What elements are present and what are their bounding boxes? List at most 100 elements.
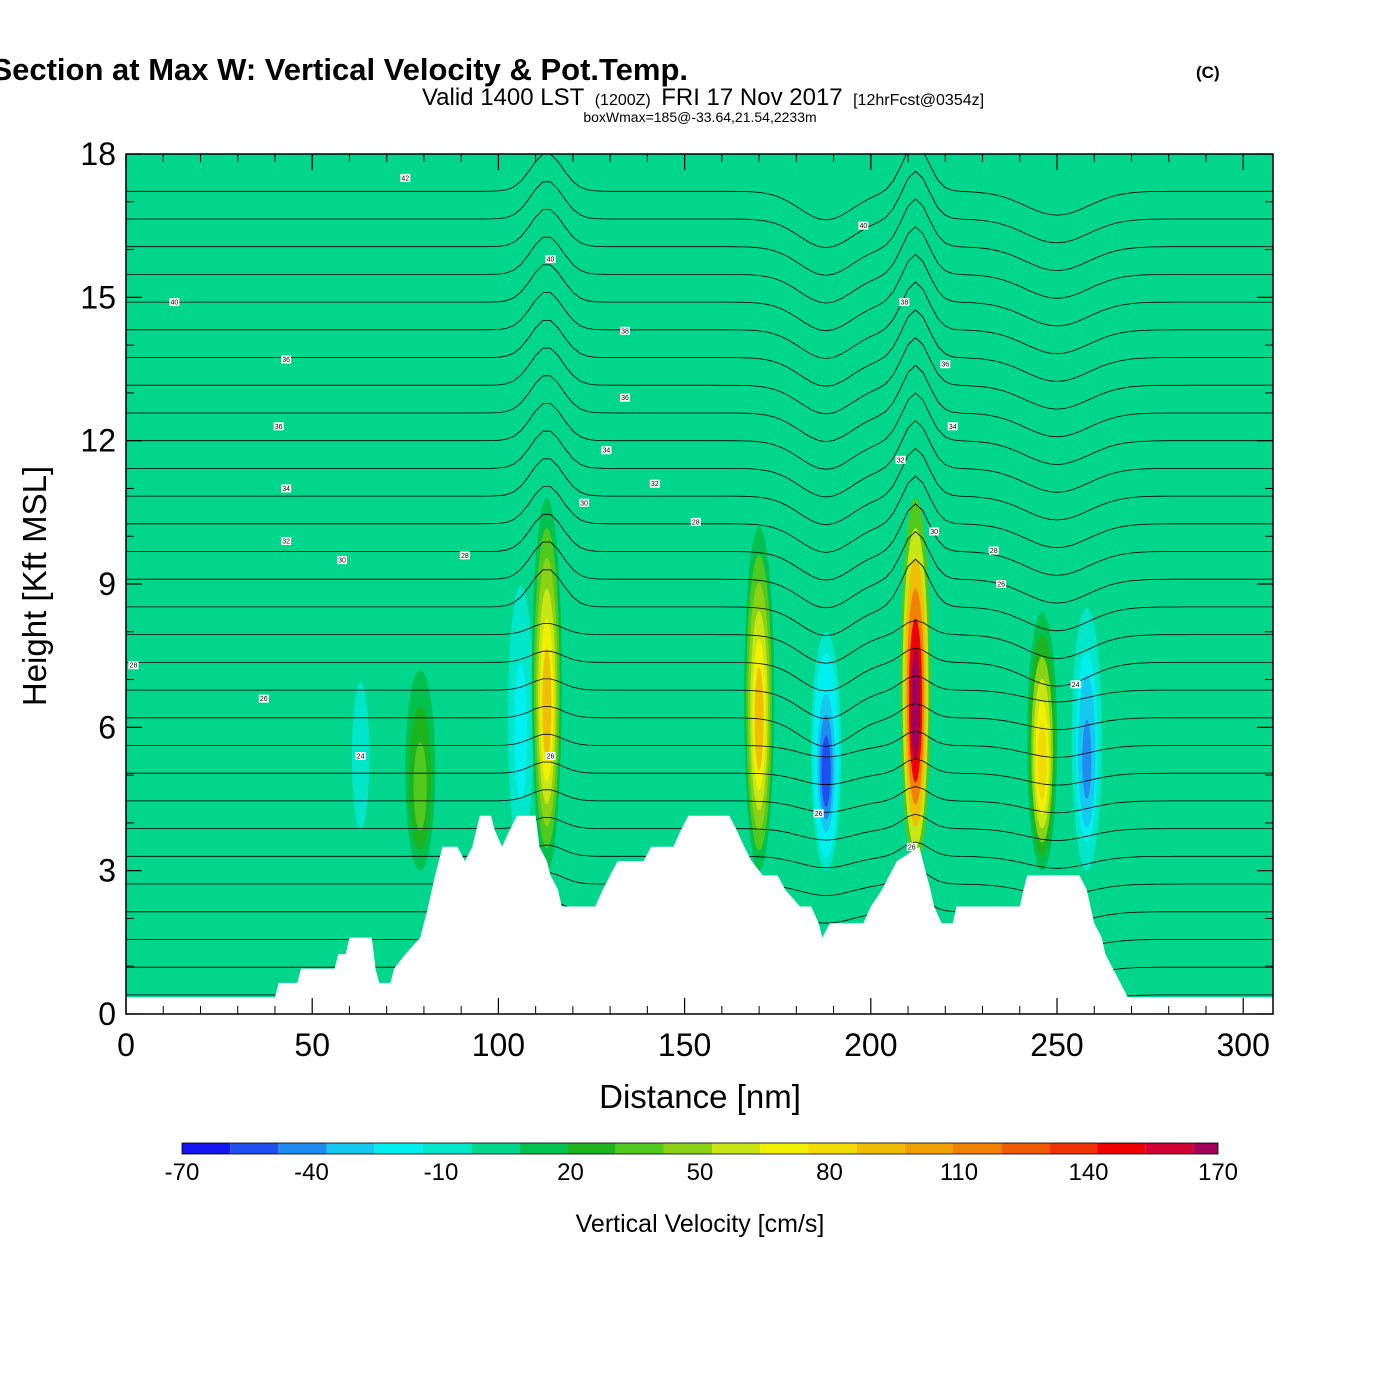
theta-contour-29 — [126, 154, 1273, 221]
theta-label-9: 36 — [275, 424, 283, 431]
theta-contour-8 — [126, 758, 1273, 786]
y-tick-label: 0 — [98, 996, 116, 1032]
colorbar-segment-7 — [519, 1143, 568, 1154]
theta-label-box-4 — [899, 298, 910, 307]
terrain-mask — [126, 815, 1273, 1014]
colorbar-segment-19 — [1097, 1143, 1146, 1154]
theta-label-box-9 — [273, 422, 284, 431]
box-wmax-line: boxWmax=185@-33.64,21.54,2233m — [583, 109, 816, 125]
theta-label-box-14 — [649, 479, 660, 488]
x-tick-label: 0 — [117, 1027, 135, 1063]
vv-feature-3-level-5 — [542, 648, 552, 761]
y-tick-label: 12 — [80, 423, 116, 459]
theta-label-box-5 — [620, 326, 631, 335]
colorbar-segment-4 — [374, 1143, 423, 1154]
y-tick-label: 18 — [80, 136, 116, 172]
colorbar-tick-label: 140 — [1068, 1159, 1108, 1186]
y-tick-label: 9 — [98, 566, 116, 602]
colorbar-segment-11 — [712, 1143, 761, 1154]
theta-label-7: 36 — [941, 362, 949, 369]
theta-contour-labels: 42 40 40 40 38 38 36 36 36 36 34 34 32 34 32 30 28 30 32 28… — [128, 173, 1081, 851]
colorbar-tick-label: -70 — [165, 1159, 200, 1186]
theta-label-1: 40 — [859, 223, 867, 230]
theta-label-13: 34 — [282, 486, 290, 493]
y-tick-label: 6 — [98, 709, 116, 745]
theta-label-box-26 — [355, 752, 366, 760]
valid-date: FRI 17 Nov 2017 — [661, 84, 842, 111]
theta-contour-10 — [126, 703, 1273, 747]
colorbar-segment-21 — [1193, 1143, 1218, 1154]
x-tick-label: 300 — [1217, 1027, 1270, 1063]
theta-contour-22 — [126, 337, 1273, 415]
y-axis-label: Height [Kft MSL] — [16, 466, 53, 706]
theta-label-box-1 — [858, 221, 869, 230]
vv-feature-5-level-5 — [821, 735, 831, 808]
vv-feature-0-level-5 — [356, 726, 366, 803]
colorbar-tick-label: 170 — [1198, 1159, 1238, 1186]
theta-label-box-24 — [1070, 680, 1081, 689]
theta-contour-25 — [126, 253, 1273, 332]
colorbar-segment-3 — [326, 1143, 375, 1154]
theta-label-box-7 — [940, 360, 951, 369]
colorbar-title: Vertical Velocity [cm/s] — [576, 1210, 825, 1238]
theta-label-box-0 — [400, 173, 411, 182]
colorbar-segment-5 — [422, 1143, 472, 1154]
colorbar-segment-1 — [230, 1143, 279, 1154]
theta-label-24: 24 — [1072, 682, 1080, 689]
x-tick-label: 250 — [1030, 1027, 1083, 1063]
theta-label-14: 32 — [651, 481, 659, 488]
colorbar-tick-label: 50 — [687, 1159, 714, 1186]
theta-contour-24 — [126, 281, 1273, 359]
valid-time-line: Valid 1400 LST (1200Z) FRI 17 Nov 2017 [… — [422, 84, 984, 111]
colorbar-segment-20 — [1145, 1143, 1194, 1154]
theta-label-26: 24 — [357, 754, 365, 761]
theta-contour-14 — [126, 558, 1273, 637]
theta-contour-7 — [126, 786, 1273, 814]
theta-contour-13 — [126, 619, 1273, 664]
theta-label-box-2 — [545, 255, 556, 264]
theta-label-6: 36 — [282, 357, 290, 364]
theta-contour-21 — [126, 364, 1273, 443]
theta-label-5: 38 — [621, 328, 629, 335]
theta-label-15: 30 — [580, 500, 588, 507]
theta-label-4: 38 — [900, 300, 908, 307]
theta-contour-28 — [126, 170, 1273, 249]
theta-label-8: 36 — [621, 395, 629, 402]
theta-contour-11 — [126, 675, 1273, 720]
theta-contour-19 — [126, 420, 1273, 498]
colorbar-tick-label: 20 — [557, 1159, 584, 1186]
colorbar-segment-18 — [1049, 1143, 1098, 1154]
theta-label-25: 26 — [260, 696, 268, 703]
colorbar-segment-16 — [952, 1143, 1002, 1154]
theta-contour-16 — [126, 503, 1273, 581]
theta-label-2: 40 — [547, 257, 555, 264]
theta-label-3: 40 — [171, 300, 179, 307]
chart-title: Wind-Parallel Section at Max W: Vertical… — [0, 52, 688, 87]
theta-label-box-28 — [813, 809, 824, 818]
valid-utc: (1200Z) — [595, 92, 651, 109]
theta-label-20: 28 — [461, 553, 469, 560]
colorbar-segment-13 — [808, 1143, 857, 1154]
colorbar-segment-6 — [471, 1143, 520, 1154]
valid-time: Valid 1400 LST — [422, 84, 585, 111]
theta-label-box-23 — [128, 661, 139, 670]
colorbar-segment-10 — [663, 1143, 713, 1154]
theta-label-19: 28 — [990, 548, 998, 555]
colorbar-segment-8 — [567, 1143, 616, 1154]
theta-label-box-16 — [690, 517, 701, 526]
theta-label-21: 30 — [338, 558, 346, 565]
theta-contour-27 — [126, 198, 1273, 276]
colorbar-tick-label: 110 — [940, 1159, 978, 1186]
theta-contour-15 — [126, 530, 1273, 609]
theta-label-17: 30 — [930, 529, 938, 536]
y-tick-label: 3 — [98, 853, 116, 889]
colorbar-tick-label: -40 — [294, 1159, 329, 1186]
theta-label-box-29 — [906, 842, 917, 851]
theta-contour-9 — [126, 730, 1273, 758]
x-tick-label: 150 — [658, 1027, 711, 1063]
theta-label-11: 34 — [603, 448, 611, 455]
theta-label-27: 26 — [547, 754, 555, 761]
theta-label-box-8 — [620, 393, 631, 402]
